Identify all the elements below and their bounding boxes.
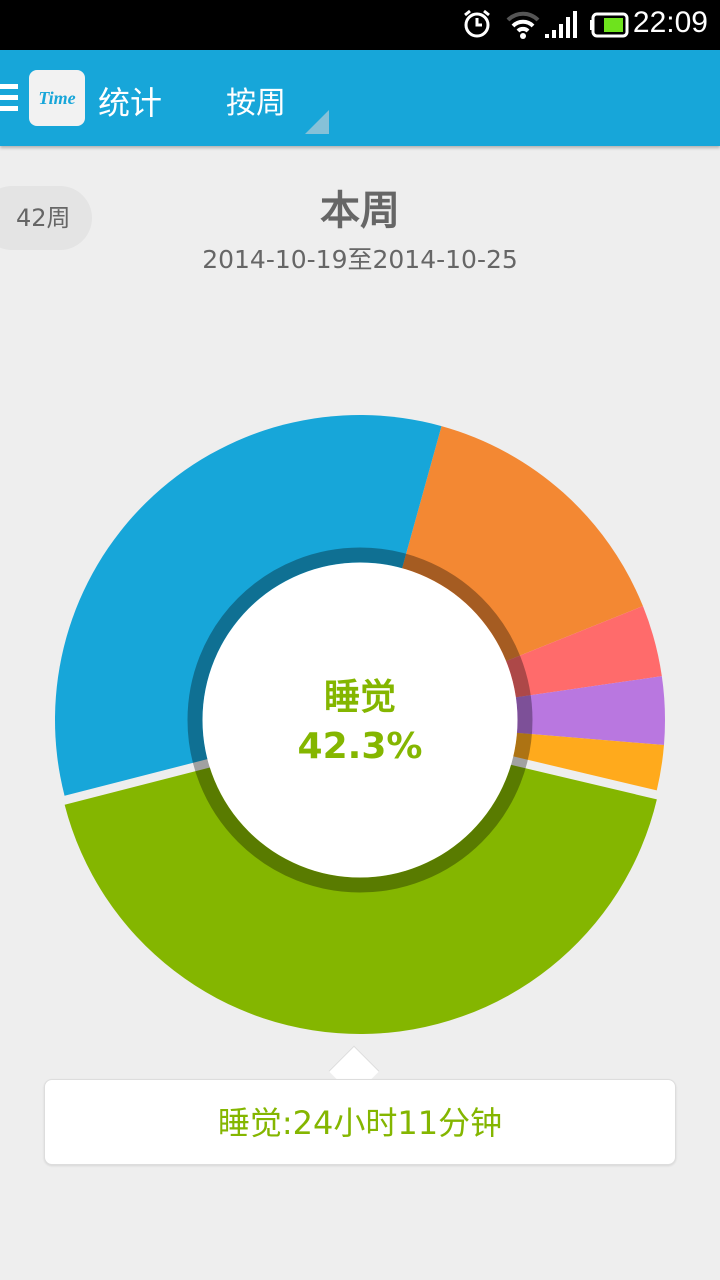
- wifi-icon: [506, 11, 540, 39]
- donut-chart[interactable]: [0, 380, 720, 1060]
- page-title: 统计: [98, 84, 163, 122]
- center-label: 睡觉: [323, 677, 396, 718]
- period-selector[interactable]: 按周: [226, 86, 286, 121]
- week-badge[interactable]: 42周: [0, 186, 92, 250]
- status-bar: 22:09: [0, 0, 720, 50]
- signal-icon: [545, 11, 577, 38]
- period-title: 本周: [320, 188, 400, 234]
- pie-slice-4[interactable]: [64, 728, 657, 1034]
- dropdown-indicator-icon[interactable]: [305, 110, 329, 134]
- donut-hole: [202, 562, 518, 878]
- clock: 22:09: [632, 6, 708, 39]
- date-range: 2014-10-19至2014-10-25: [202, 245, 518, 274]
- app-bar: Time 统计 按周: [0, 50, 720, 146]
- app-logo[interactable]: Time: [29, 70, 85, 126]
- center-value: 42.3%: [297, 726, 423, 767]
- battery-icon: [590, 12, 629, 38]
- alarm-icon: [464, 9, 490, 38]
- slice-tooltip: 睡觉:24小时11分钟: [44, 1079, 676, 1165]
- period-header: 本周 2014-10-19至2014-10-25: [0, 186, 720, 276]
- inner-ring: [187, 547, 533, 893]
- menu-icon[interactable]: [0, 84, 18, 112]
